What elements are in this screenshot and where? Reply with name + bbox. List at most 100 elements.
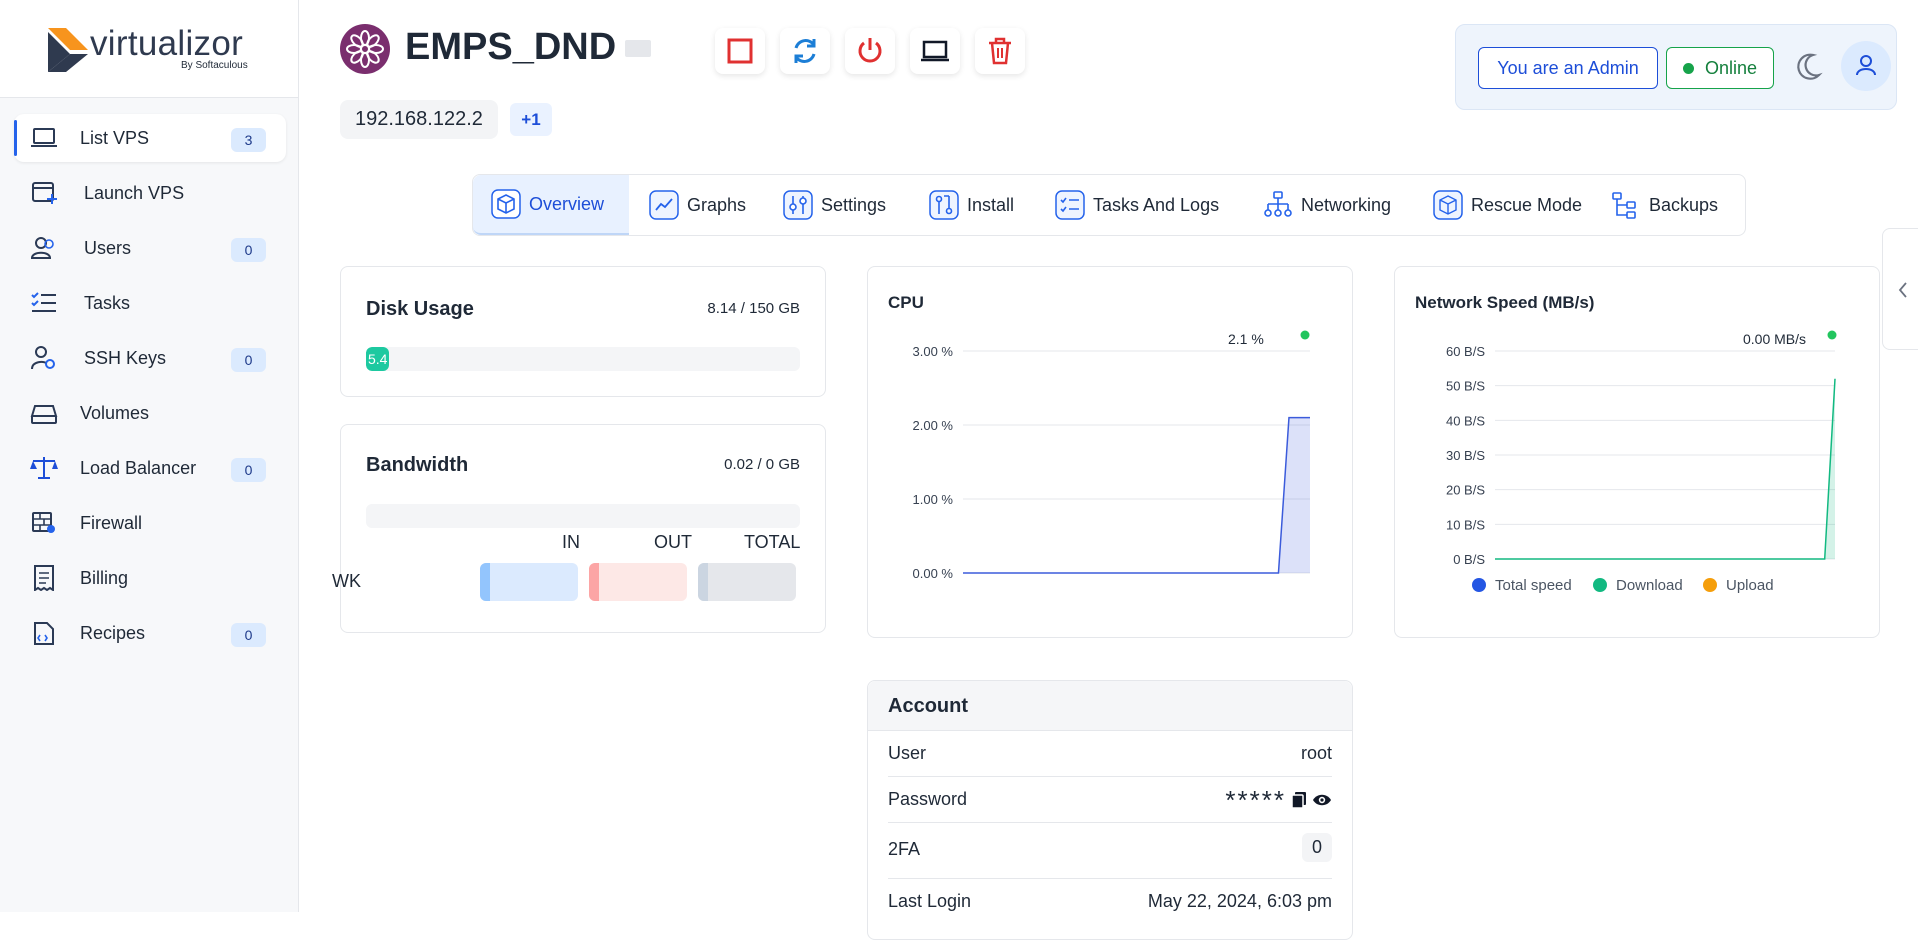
sidebar-item-label: Load Balancer <box>80 458 196 479</box>
cpu-live-dot-icon <box>1301 331 1310 340</box>
user-menu-button[interactable] <box>1841 41 1891 91</box>
sidebar-item-billing[interactable]: Billing <box>14 554 286 602</box>
count-badge: 3 <box>231 128 266 152</box>
billing-icon <box>30 565 58 591</box>
sidebar-item-launch-vps[interactable]: Launch VPS <box>14 169 286 217</box>
window-plus-icon <box>30 180 58 206</box>
firewall-icon <box>30 510 58 536</box>
delete-button[interactable] <box>975 28 1025 74</box>
series-line <box>1495 379 1835 559</box>
sidebar-item-firewall[interactable]: Firewall <box>14 499 286 547</box>
tab-label: Networking <box>1301 195 1391 216</box>
admin-badge[interactable]: You are an Admin <box>1478 47 1658 89</box>
flag-icon <box>625 40 651 57</box>
console-button[interactable] <box>910 28 960 74</box>
users-icon <box>30 235 58 261</box>
y-tick-label: 0.00 % <box>913 566 954 581</box>
tab-label: Graphs <box>687 195 746 216</box>
logo[interactable]: virtualizor By Softaculous <box>0 0 298 98</box>
tab-backups[interactable]: Backups <box>1611 175 1718 235</box>
bandwidth-total-chip <box>698 563 796 601</box>
drive-icon <box>30 400 58 426</box>
sidebar-item-volumes[interactable]: Volumes <box>14 389 286 437</box>
sidebar-item-label: Firewall <box>80 513 142 534</box>
sidebar-item-tasks[interactable]: Tasks <box>14 279 286 327</box>
tab-install[interactable]: Install <box>929 175 1014 235</box>
copy-icon[interactable] <box>1290 791 1308 809</box>
sidebar-item-recipes[interactable]: Recipes 0 <box>14 609 286 657</box>
legend-marker <box>1472 578 1486 592</box>
sidebar-item-label: Launch VPS <box>84 183 184 204</box>
tab-networking[interactable]: Networking <box>1263 175 1391 235</box>
cpu-current-value: 2.1 % <box>1228 331 1264 347</box>
tab-tasks-and-logs[interactable]: Tasks And Logs <box>1055 175 1219 235</box>
twofa-value[interactable]: 0 <box>1302 833 1332 862</box>
y-tick-label: 60 B/S <box>1446 344 1485 359</box>
laptop-icon <box>30 125 58 151</box>
backups-icon <box>1611 190 1641 220</box>
legend-marker <box>1703 578 1717 592</box>
online-status[interactable]: Online <box>1666 47 1774 89</box>
brand-name: virtualizor <box>90 24 243 64</box>
restart-icon <box>790 36 820 66</box>
sidebar-item-ssh-keys[interactable]: SSH Keys 0 <box>14 334 286 382</box>
cube-icon <box>491 189 521 219</box>
legend-label: Upload <box>1726 577 1774 594</box>
ip-address[interactable]: 192.168.122.2 <box>340 100 498 139</box>
card-title: Bandwidth <box>366 454 468 477</box>
tab-label: Tasks And Logs <box>1093 195 1219 216</box>
bandwidth-col-out: OUT <box>654 532 692 553</box>
restart-button[interactable] <box>780 28 830 74</box>
bandwidth-in-chip <box>480 563 578 601</box>
tab-settings[interactable]: Settings <box>783 175 886 235</box>
sidebar-item-users[interactable]: Users 0 <box>14 224 286 272</box>
stop-icon <box>726 37 754 65</box>
user-icon <box>1841 41 1891 91</box>
sidebar-item-list-vps[interactable]: List VPS 3 <box>14 114 286 162</box>
more-ips-button[interactable]: +1 <box>510 103 552 136</box>
cpu-card: CPU 2.1 % 0.00 %1.00 %2.00 %3.00 % <box>867 266 1353 638</box>
bandwidth-value: 0.02 / 0 GB <box>724 456 800 473</box>
series-area <box>963 418 1310 573</box>
graph-icon <box>649 190 679 220</box>
sidebar: virtualizor By Softaculous List VPS 3 La… <box>0 0 299 912</box>
stop-button[interactable] <box>715 28 765 74</box>
account-key: Last Login <box>888 891 971 912</box>
network-chart: 0.00 MB/s 0 B/S10 B/S20 B/S30 B/S40 B/S5… <box>1395 267 1881 639</box>
main-content: EMPS_DND 192.168.122.2 +1 You are an Adm… <box>300 0 1918 912</box>
account-card: Account User root Password ***** 2FA 0 L… <box>867 680 1353 940</box>
eye-icon[interactable] <box>1312 792 1332 808</box>
sidebar-item-load-balancer[interactable]: Load Balancer 0 <box>14 444 286 492</box>
tab-graphs[interactable]: Graphs <box>649 175 746 235</box>
recipe-icon <box>30 620 58 646</box>
tab-rescue-mode[interactable]: Rescue Mode <box>1433 175 1582 235</box>
collapse-panel-button[interactable] <box>1882 228 1918 350</box>
sidebar-item-label: Users <box>84 238 131 259</box>
sidebar-item-label: Billing <box>80 568 128 589</box>
tab-label: Backups <box>1649 195 1718 216</box>
account-value[interactable]: root <box>1301 743 1332 764</box>
account-row-2fa: 2FA 0 <box>888 823 1332 879</box>
status-dot-icon <box>1683 63 1694 74</box>
vps-tabs: Overview Graphs Settings Install Tasks A… <box>472 174 1746 236</box>
bandwidth-out-chip <box>589 563 687 601</box>
moon-icon[interactable] <box>1791 47 1827 87</box>
account-row-user: User root <box>888 731 1332 777</box>
account-key: 2FA <box>888 839 920 860</box>
account-key: Password <box>888 789 967 810</box>
bandwidth-col-total: TOTAL <box>744 532 800 553</box>
legend-label: Total speed <box>1495 577 1572 594</box>
disk-usage-value: 8.14 / 150 GB <box>707 300 800 317</box>
y-tick-label: 0 B/S <box>1453 552 1485 567</box>
account-row-last-login: Last Login May 22, 2024, 6:03 pm <box>888 879 1332 925</box>
flower-icon <box>340 24 390 74</box>
tab-label: Install <box>967 195 1014 216</box>
tab-label: Rescue Mode <box>1471 195 1582 216</box>
network-live-dot-icon <box>1828 331 1837 340</box>
brand-sub: By Softaculous <box>181 60 248 71</box>
console-icon <box>920 37 950 65</box>
tab-overview[interactable]: Overview <box>473 175 629 235</box>
series-area <box>1495 379 1835 559</box>
power-button[interactable] <box>845 28 895 74</box>
sidebar-item-label: Tasks <box>84 293 130 314</box>
